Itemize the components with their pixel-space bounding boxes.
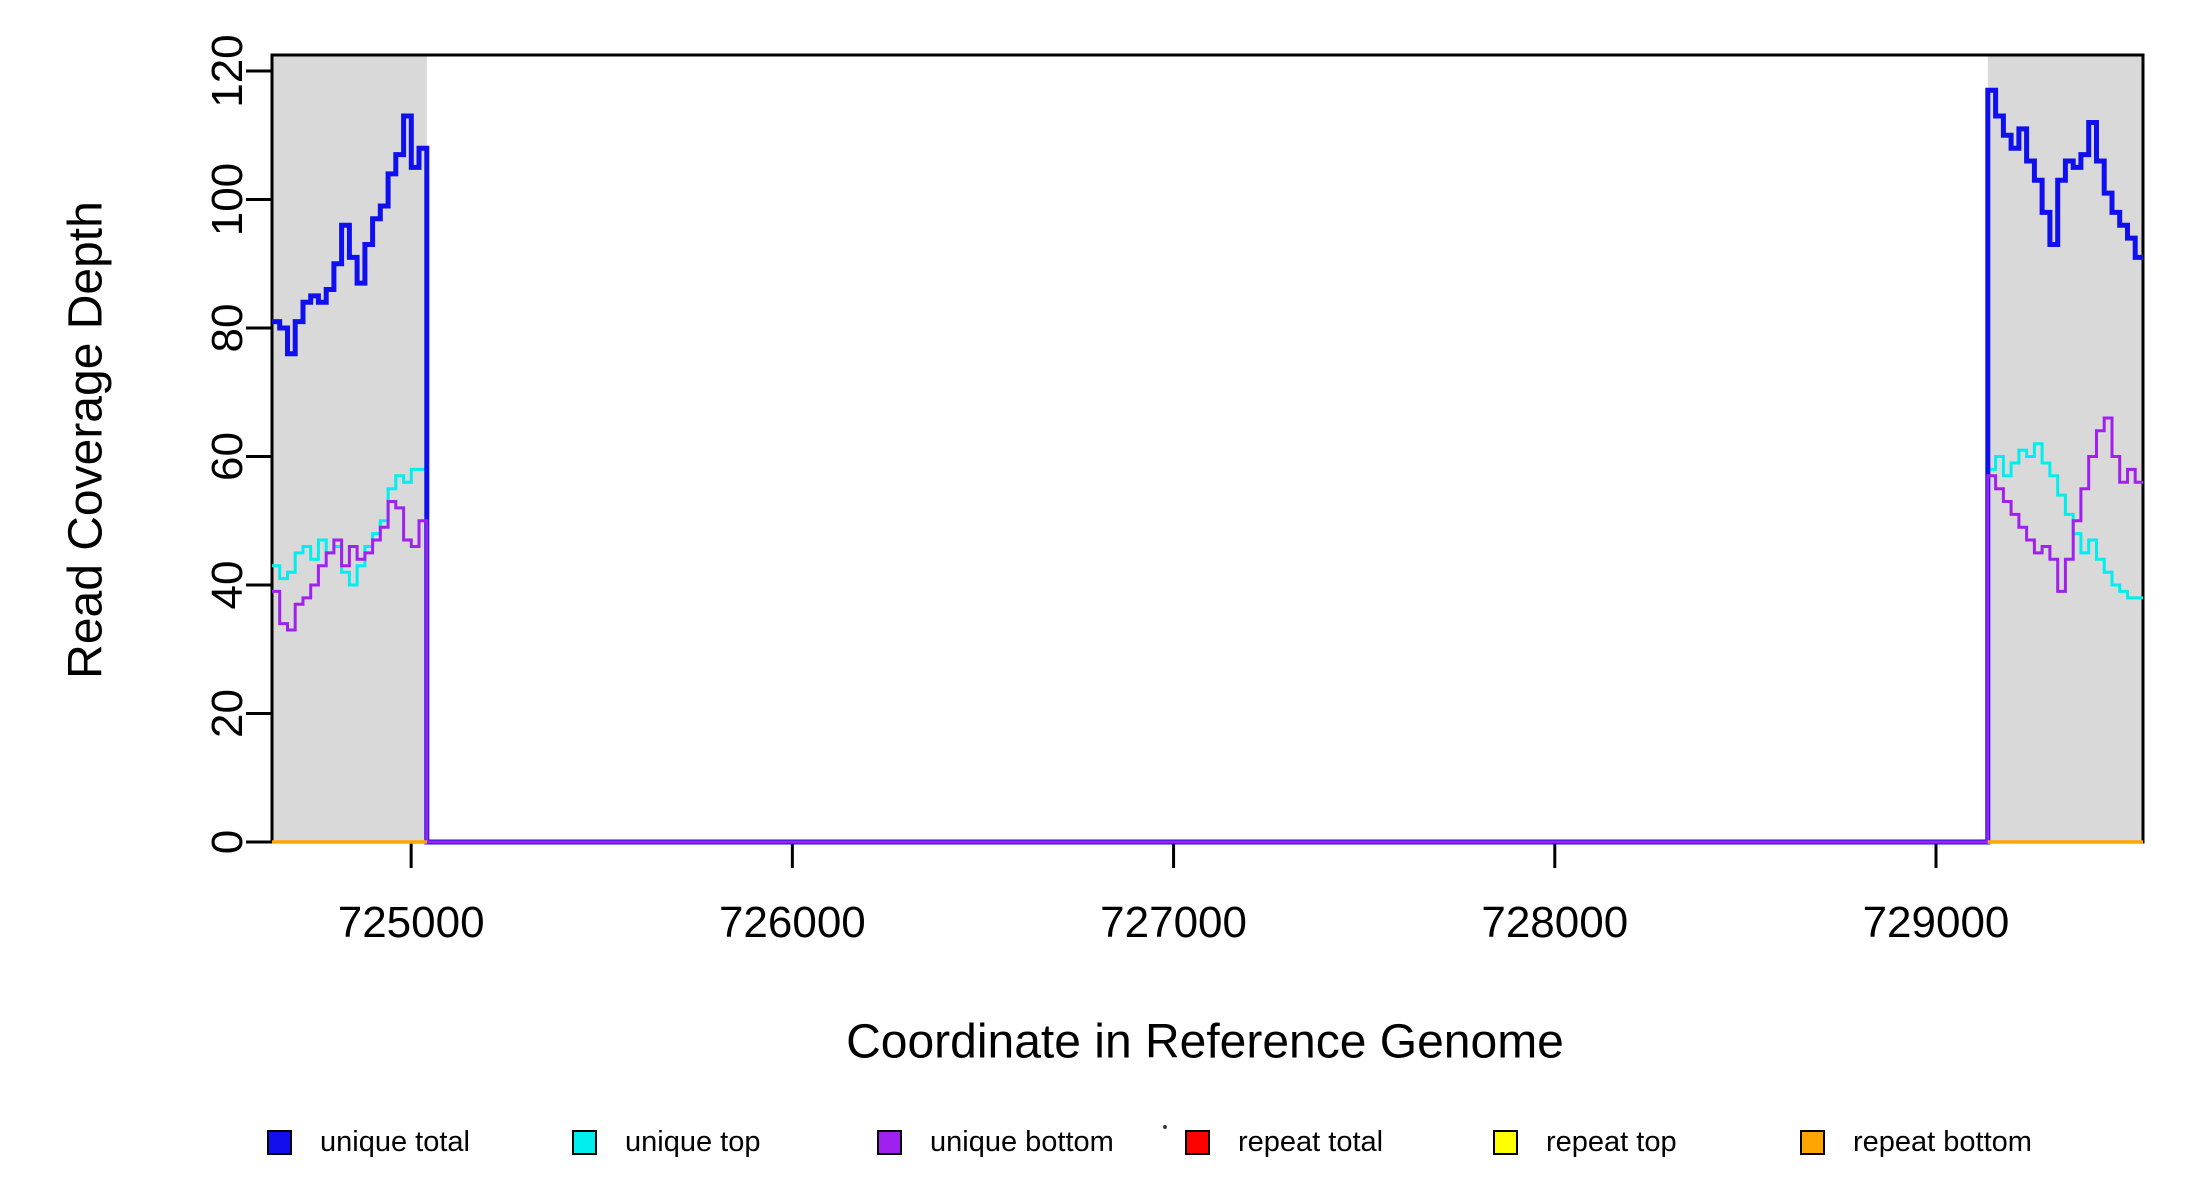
x-axis-title: Coordinate in Reference Genome [846, 1015, 1564, 1069]
series-unique-total [272, 87, 2143, 845]
y-tick-label: 100 [203, 163, 252, 236]
legend-label: repeat bottom [1853, 1125, 2032, 1158]
legend-entry-unique-top: unique top [572, 1126, 760, 1158]
legend-swatch [1493, 1129, 1518, 1155]
y-tick-label: 40 [203, 561, 252, 610]
y-tick-label: 20 [203, 689, 252, 738]
legend-label: repeat top [1546, 1125, 1677, 1158]
legend-swatch [877, 1129, 902, 1155]
legend-entry-repeat-bottom: repeat bottom [1800, 1126, 2032, 1158]
legend-swatch [572, 1129, 597, 1155]
y-axis-title: Read Coverage Depth [59, 201, 113, 679]
series-unique-top [272, 442, 2143, 844]
shaded-region [1987, 55, 2143, 842]
x-tick-label: 727000 [1100, 898, 1247, 947]
legend-entry-repeat-top: repeat top [1493, 1126, 1677, 1158]
shaded-region [272, 55, 427, 842]
legend-label: unique bottom [930, 1125, 1114, 1158]
legend-swatch [1800, 1129, 1825, 1155]
legend-entry-unique-bottom: unique bottom [877, 1126, 1114, 1158]
legend-swatch [267, 1129, 292, 1155]
x-tick-label: 725000 [338, 898, 485, 947]
y-tick-label: 0 [203, 830, 252, 854]
legend-label: unique top [625, 1125, 761, 1158]
stray-dot [1163, 1125, 1167, 1129]
legend-label: unique total [320, 1125, 470, 1158]
legend-entry-unique-total: unique total [267, 1126, 470, 1158]
series-unique-bottom [272, 416, 2143, 844]
x-tick-label: 726000 [719, 898, 866, 947]
y-tick-label: 60 [203, 432, 252, 481]
y-tick-label: 120 [203, 34, 252, 107]
x-tick-label: 729000 [1863, 898, 2010, 947]
legend-swatch [1185, 1129, 1210, 1155]
legend-label: repeat total [1238, 1125, 1384, 1158]
y-tick-label: 80 [203, 304, 252, 353]
plot-box [270, 53, 2145, 844]
x-tick-label: 728000 [1481, 898, 1628, 947]
legend-entry-repeat-total: repeat total [1185, 1126, 1383, 1158]
